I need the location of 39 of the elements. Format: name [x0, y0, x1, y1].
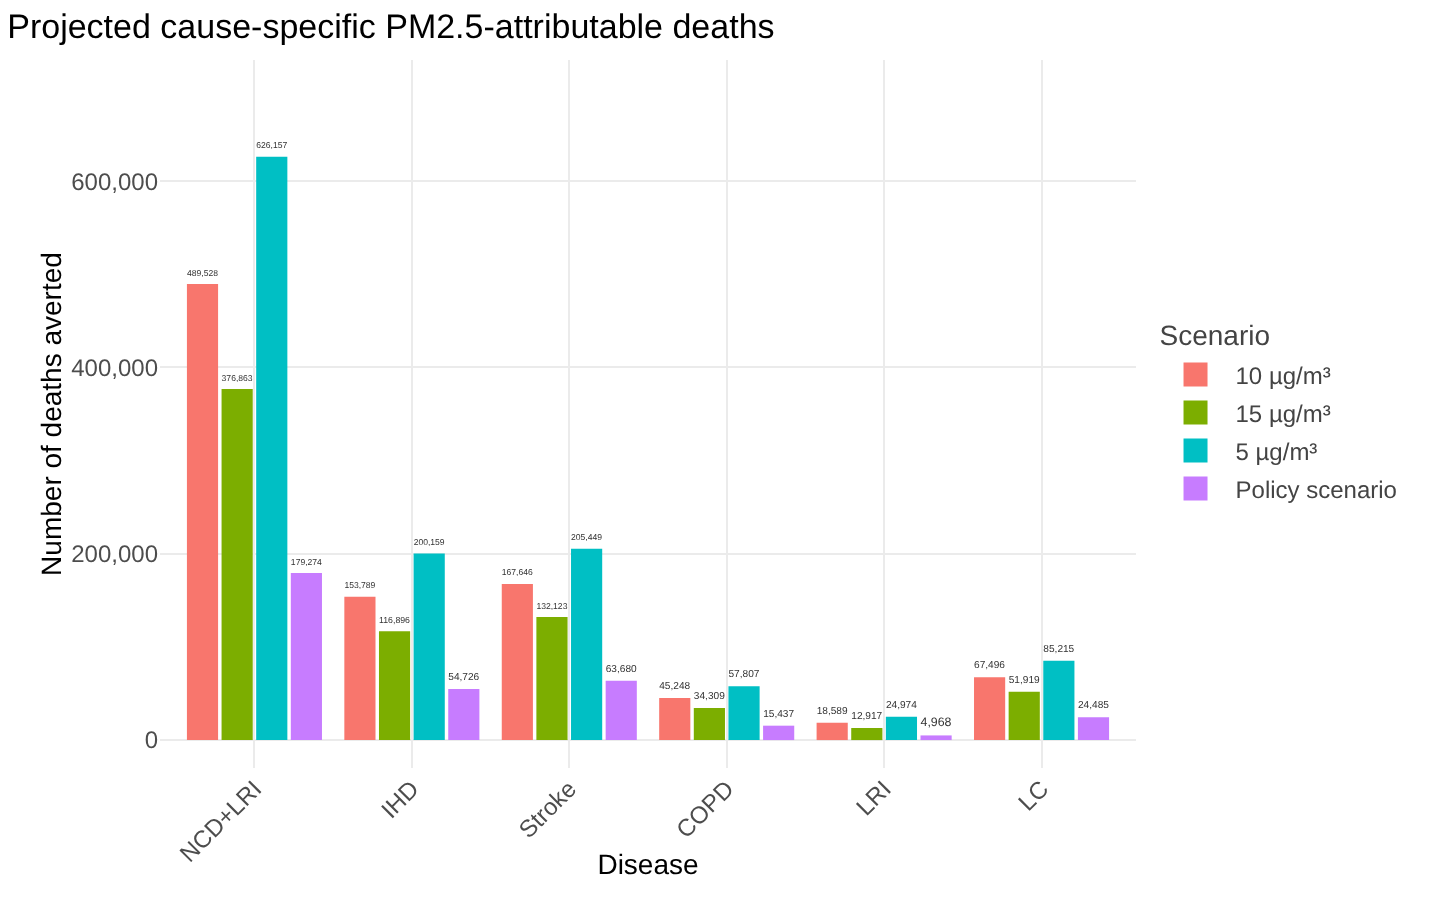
y-tick-label: 400,000	[71, 353, 159, 382]
bar	[1077, 717, 1110, 741]
bar	[728, 686, 760, 741]
bar	[885, 716, 918, 741]
y-tick-label: 0	[144, 726, 159, 755]
x-tick-label: LC	[1012, 774, 1055, 817]
bar	[763, 725, 795, 741]
y-tick-label: 200,000	[71, 540, 159, 569]
bar	[344, 596, 376, 741]
bar	[536, 616, 568, 741]
bar	[290, 573, 322, 741]
legend-label: 5 µg/m³	[1235, 437, 1318, 466]
bar	[1043, 660, 1075, 741]
chart-title: Projected cause-specific PM2.5-attributable deaths	[7, 7, 775, 46]
legend-label: 10 µg/m³	[1235, 361, 1331, 390]
bar	[448, 689, 480, 741]
bar	[816, 722, 848, 741]
x-tick-label: LRI	[850, 774, 897, 822]
bar	[659, 697, 691, 741]
legend-title: Scenario	[1159, 319, 1271, 352]
bar	[693, 708, 725, 741]
bar	[1008, 691, 1040, 741]
y-axis-title: Number of deaths averted	[35, 252, 68, 576]
bar	[378, 631, 411, 741]
bar	[920, 735, 952, 741]
y-tick-label: 600,000	[71, 167, 159, 196]
legend-label: 15 µg/m³	[1235, 399, 1331, 428]
bar	[413, 553, 445, 741]
legend-label: Policy scenario	[1235, 475, 1398, 504]
x-axis-title: Disease	[597, 847, 699, 880]
bar	[605, 680, 637, 741]
bar	[186, 284, 219, 741]
x-tick-label: IHD	[375, 774, 426, 824]
bar	[501, 583, 533, 741]
bar	[221, 388, 253, 741]
bar	[256, 156, 288, 741]
bar	[851, 728, 883, 741]
bar	[974, 677, 1006, 741]
bar	[571, 548, 603, 741]
